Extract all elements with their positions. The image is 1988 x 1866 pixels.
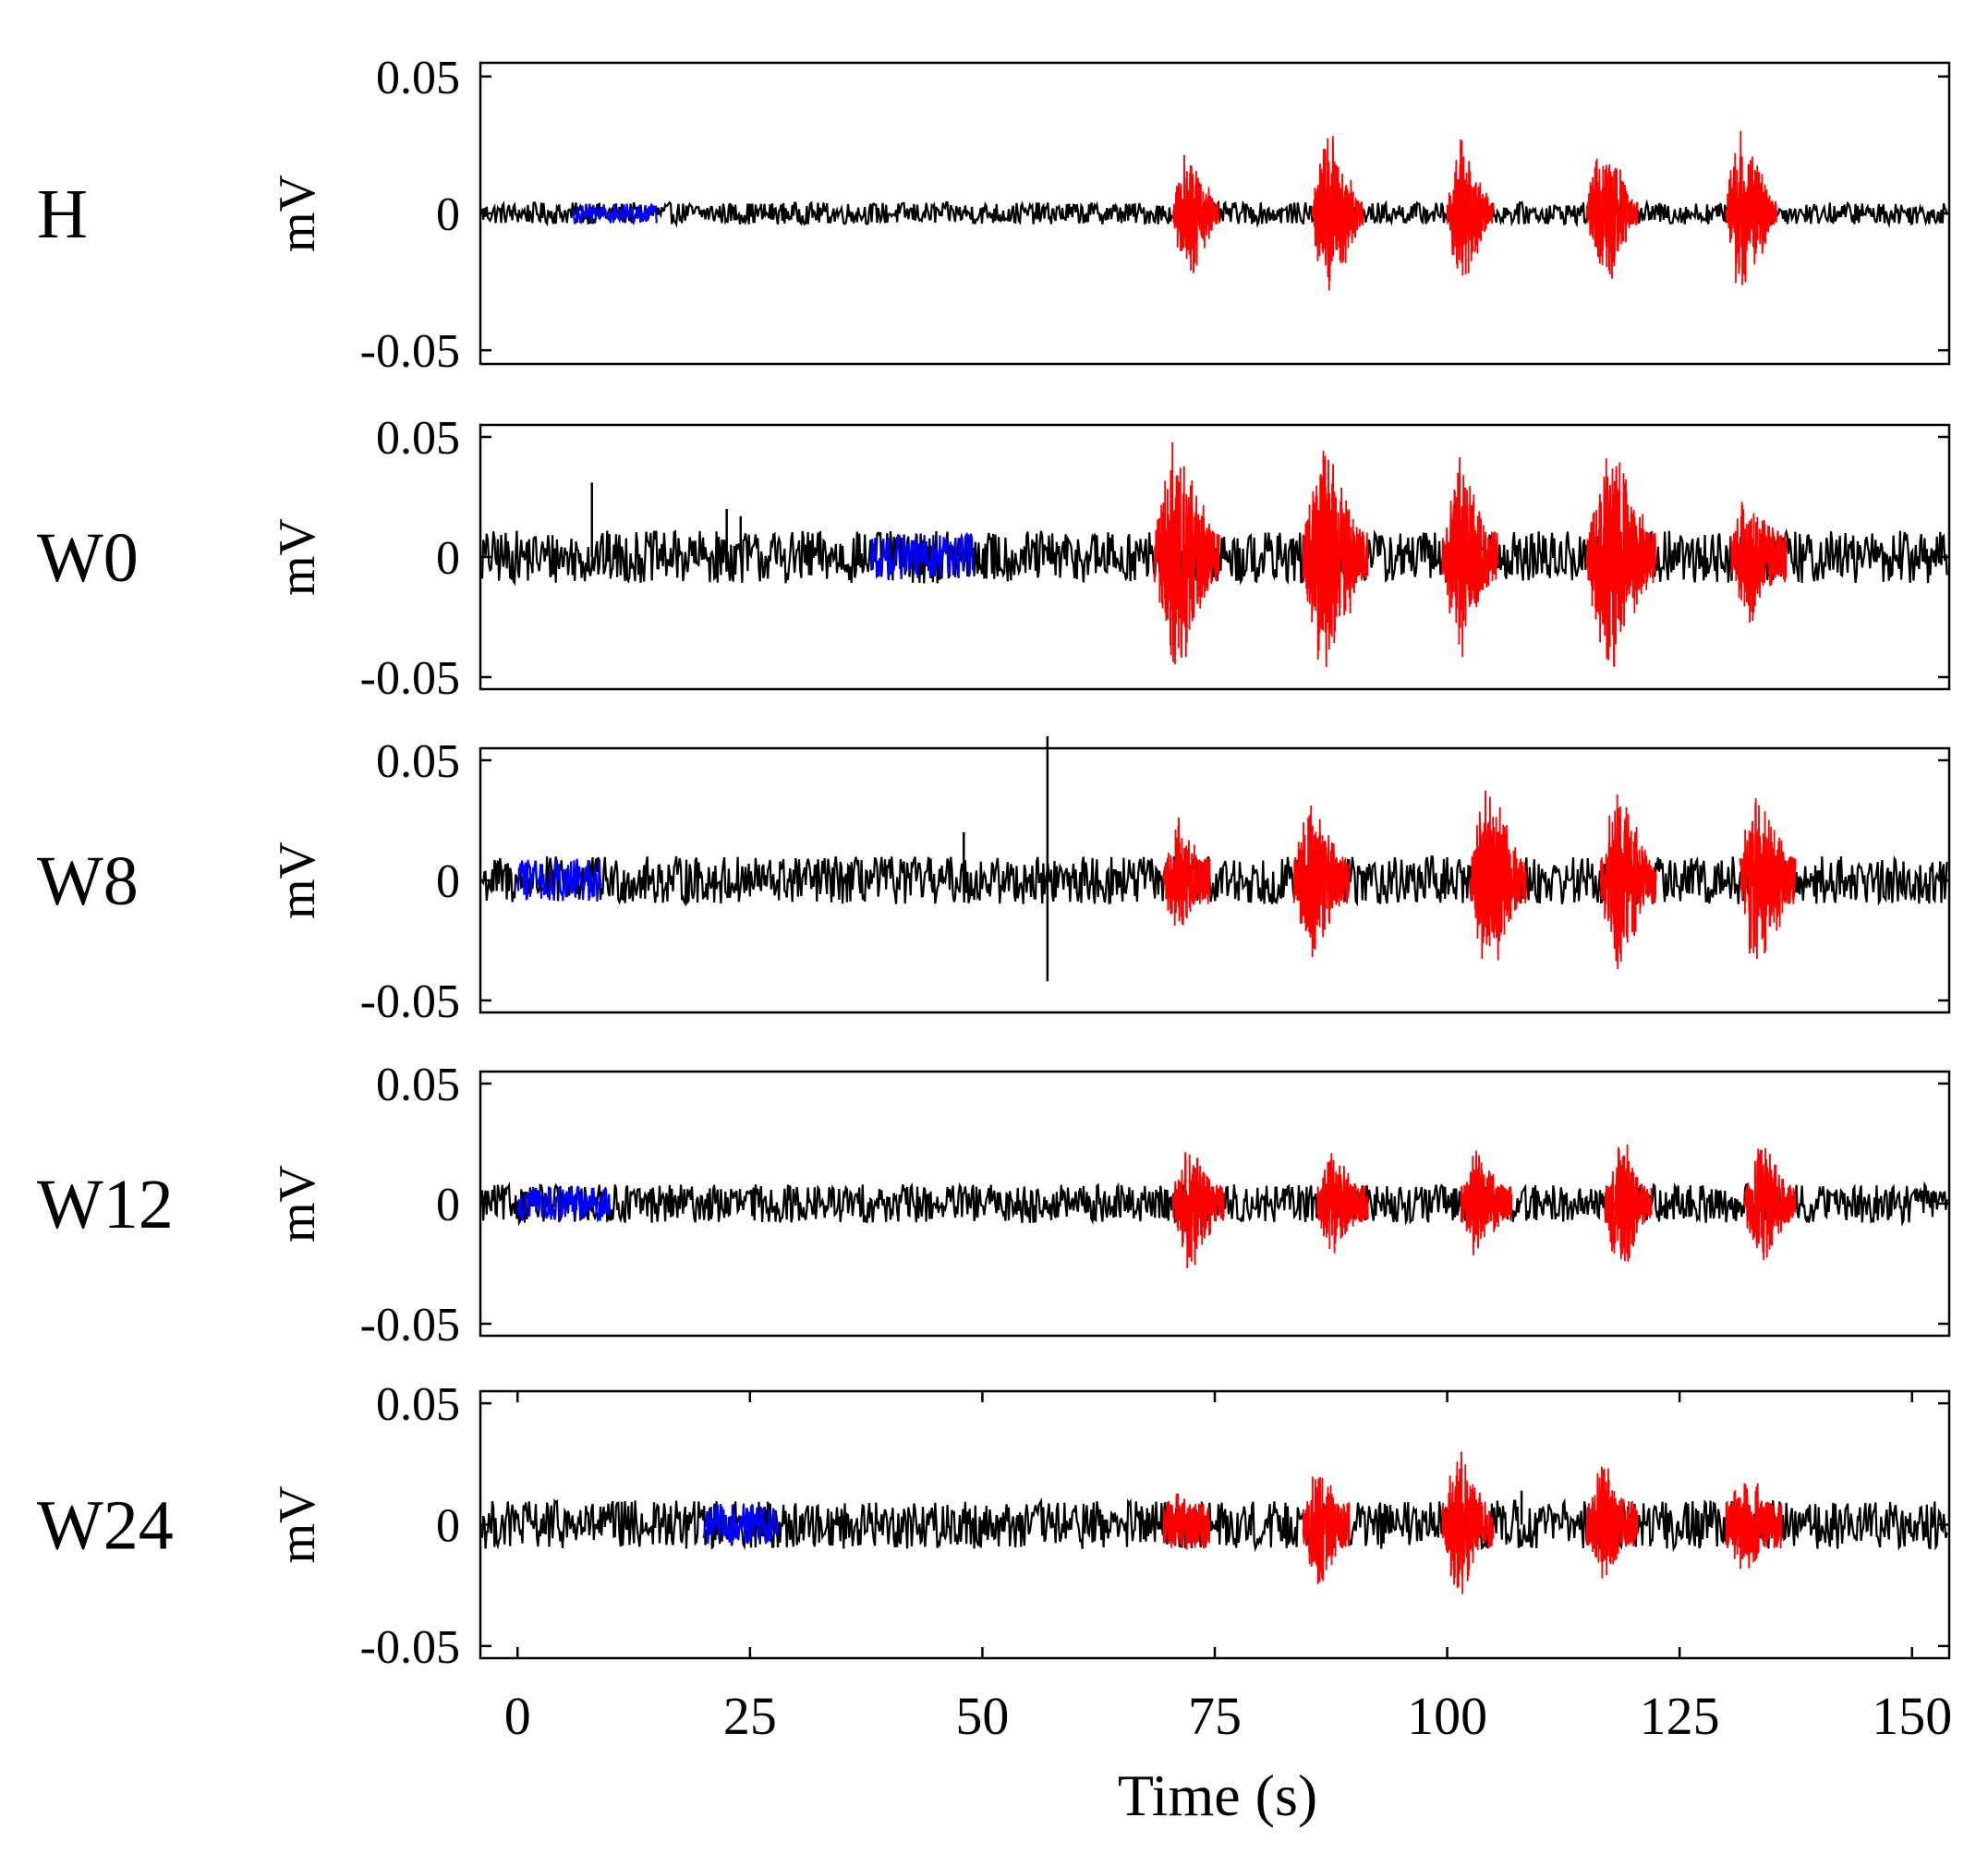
- emg-burst: [1441, 456, 1499, 658]
- signal-baseline: [480, 199, 1948, 229]
- y-tick-label: 0.05: [376, 735, 460, 788]
- panel-label: W0: [37, 519, 139, 597]
- emg-burst: [1311, 136, 1364, 291]
- emg-burst: [1585, 1466, 1639, 1579]
- panel-label: H: [37, 176, 88, 253]
- x-tick-label: 150: [1872, 1686, 1952, 1746]
- emg-burst: [1743, 1147, 1797, 1261]
- panel-w12: W12 mV 0.05 0 -0.05: [37, 1059, 1951, 1351]
- y-tick-label: 0: [436, 532, 460, 585]
- x-tick-label: 75: [1188, 1686, 1242, 1746]
- emg-burst: [1153, 442, 1220, 665]
- y-tick-label: 0.05: [376, 1059, 460, 1111]
- panel-label: W12: [37, 1166, 174, 1243]
- y-tick-label: -0.05: [360, 1621, 460, 1674]
- emg-burst: [1171, 154, 1220, 275]
- emg-burst: [1460, 1150, 1513, 1255]
- emg-burst: [1302, 1476, 1351, 1584]
- y-tick-label: 0: [436, 1500, 460, 1553]
- y-tick-label: -0.05: [360, 1299, 460, 1351]
- emg-burst: [1292, 805, 1351, 958]
- rest-segment: [572, 203, 658, 226]
- y-axis-label: mV: [269, 1486, 326, 1564]
- rest-segment: [869, 531, 975, 581]
- panel-label: W8: [37, 842, 139, 920]
- x-tick-label: 50: [955, 1686, 1009, 1746]
- emg-burst: [1739, 798, 1797, 960]
- signal-baseline: [481, 854, 1948, 907]
- x-tick-label: 0: [504, 1686, 531, 1746]
- emg-burst: [1585, 458, 1657, 668]
- panel-w0: W0 mV 0.05 0 -0.05: [37, 412, 1951, 705]
- emg-burst: [1446, 139, 1495, 276]
- emg-burst: [1315, 1153, 1369, 1254]
- y-tick-label: 0: [436, 855, 460, 908]
- emg-burst: [1302, 450, 1369, 668]
- y-axis-label: mV: [269, 1165, 326, 1242]
- panel-w24: W24 mV 0.05 0 -0.05: [37, 1378, 1951, 1674]
- y-axis-label: mV: [269, 175, 326, 252]
- panel-w8: W8 mV 0.05 0 -0.05: [37, 735, 1951, 1028]
- emg-burst: [1725, 130, 1778, 285]
- emg-burst: [1599, 794, 1657, 970]
- y-axis-label: mV: [269, 842, 326, 919]
- x-tick-label: 125: [1640, 1686, 1720, 1746]
- rest-segment: [702, 1503, 780, 1546]
- emg-burst: [1162, 1493, 1211, 1550]
- emg-burst: [1604, 1144, 1653, 1262]
- y-tick-label: -0.05: [360, 975, 460, 1028]
- y-tick-label: 0.05: [376, 1378, 460, 1431]
- emg-burst: [1725, 1483, 1783, 1569]
- emg-burst: [1171, 1152, 1225, 1269]
- emg-burst: [1729, 502, 1788, 624]
- panel-label: W24: [37, 1487, 174, 1565]
- y-tick-label: 0.05: [376, 52, 460, 104]
- x-tick-label: 25: [723, 1686, 777, 1746]
- emg-burst: [1441, 1451, 1495, 1594]
- x-axis-label: Time (s): [1118, 1763, 1317, 1828]
- y-tick-label: -0.05: [360, 325, 460, 378]
- x-axis: 0 25 50 75 100 125 150: [504, 1647, 1952, 1746]
- y-axis-label: mV: [269, 518, 326, 596]
- y-tick-label: 0.05: [376, 412, 460, 465]
- y-tick-label: 0: [436, 1179, 460, 1231]
- y-tick-label: 0: [436, 188, 460, 241]
- emg-burst: [1469, 790, 1527, 961]
- rest-segment: [516, 1185, 612, 1224]
- y-tick-label: -0.05: [360, 652, 460, 705]
- rest-segment: [516, 858, 602, 902]
- x-tick-label: 100: [1407, 1686, 1487, 1746]
- emg-burst: [1585, 158, 1639, 279]
- emg-burst: [1162, 817, 1211, 927]
